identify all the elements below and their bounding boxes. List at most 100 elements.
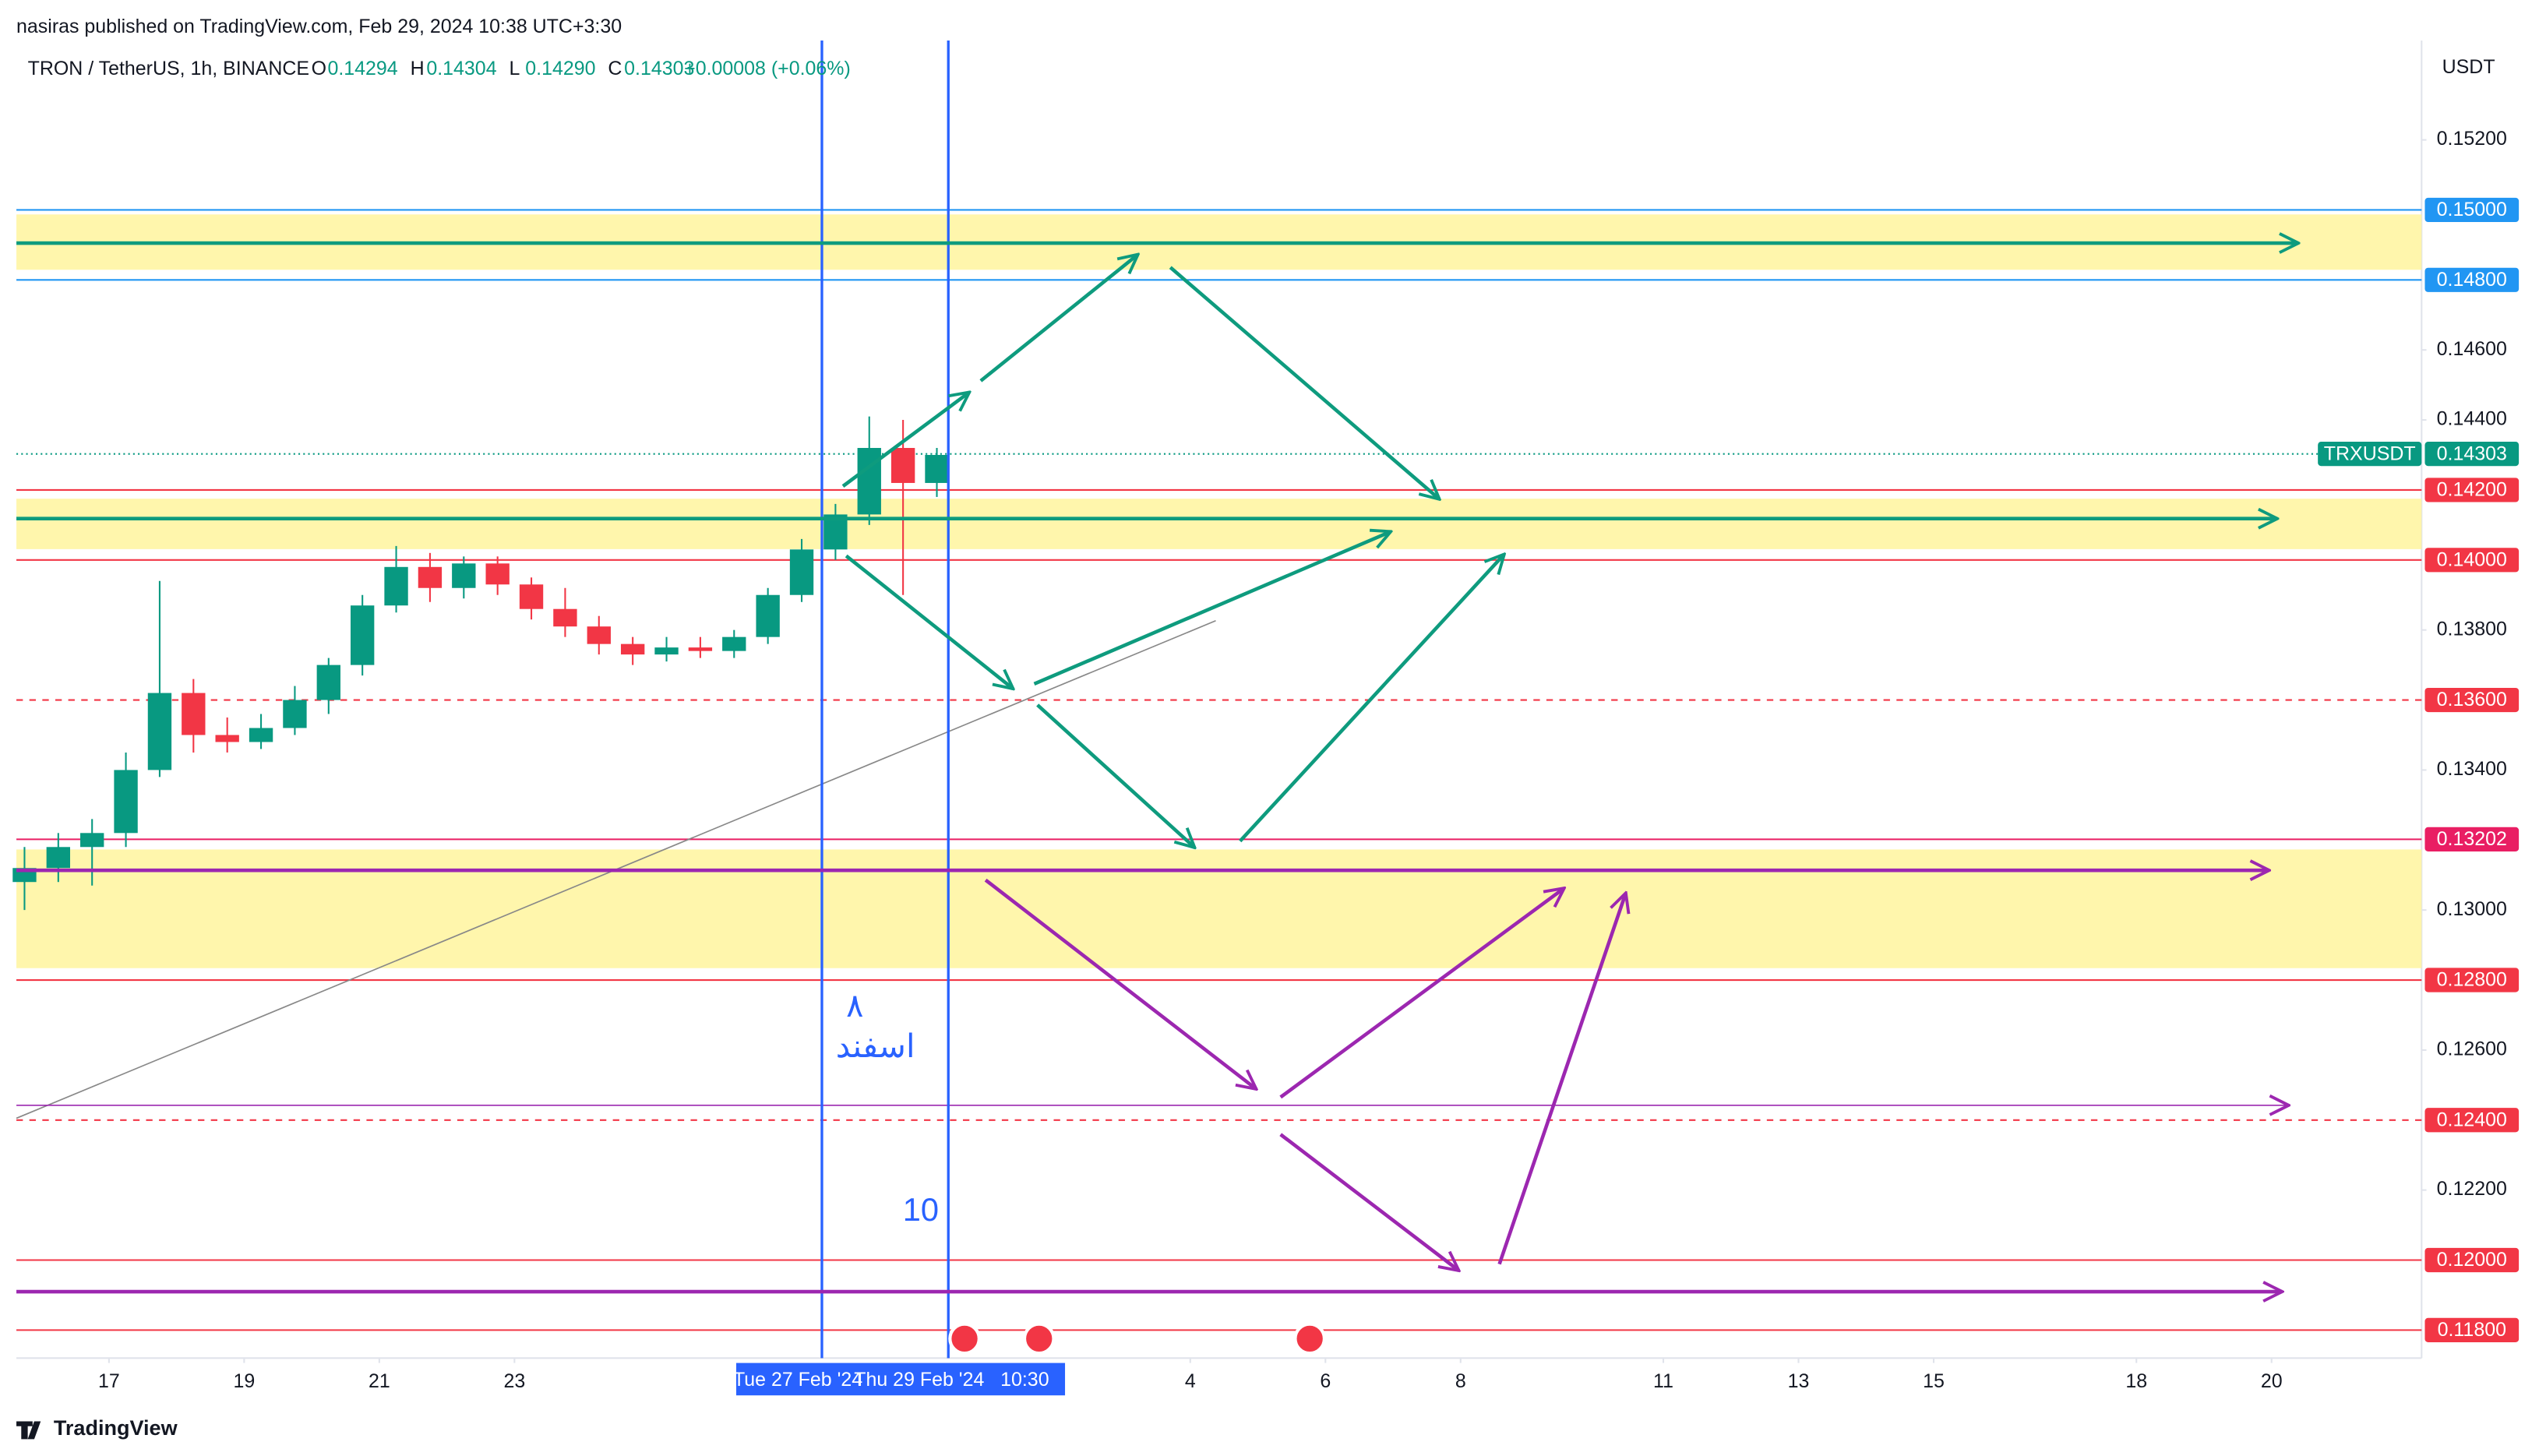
x-tick-label: 15: [1923, 1370, 1945, 1392]
y-tick-label: 0.15200: [2437, 128, 2507, 150]
y-tick-label: 0.14600: [2437, 338, 2507, 360]
event-icons: [948, 1322, 1326, 1356]
price-label: 0.12400: [2437, 1109, 2507, 1130]
arrow: [979, 255, 1138, 383]
price-label-box: [2424, 267, 2520, 292]
publisher: nasiras published on TradingView.com, Fe…: [16, 16, 622, 37]
x-tick-label: 20: [2261, 1370, 2283, 1392]
arrow: [1033, 531, 1391, 686]
price-label: 0.11800: [2438, 1319, 2506, 1341]
candle-body: [316, 665, 340, 700]
legend-key: O: [312, 58, 326, 79]
price-label-box: [2424, 968, 2520, 992]
brand: TradingView: [54, 1416, 178, 1440]
candle-body: [789, 549, 814, 595]
candle-body: [114, 770, 138, 834]
y-tick-label: 0.14400: [2437, 408, 2507, 430]
price-label: 0.13600: [2437, 689, 2507, 710]
price-label-box: [2424, 197, 2520, 223]
candle-body: [553, 608, 577, 627]
price-label: 0.12000: [2437, 1249, 2507, 1271]
x-tick-label: 6: [1320, 1370, 1331, 1392]
candle-body: [452, 563, 476, 588]
zone: [16, 849, 2422, 968]
candle-body: [756, 594, 780, 637]
x-tick-label: 11: [1653, 1370, 1673, 1392]
candle-body: [418, 566, 443, 588]
price-label-box: [2424, 1247, 2520, 1273]
y-tick-label: 0.13400: [2437, 758, 2507, 780]
last-price-label: 0.14303: [2437, 442, 2507, 464]
legend-value: 0.14290: [525, 58, 595, 79]
zone: [16, 499, 2422, 549]
event-icon: [948, 1322, 981, 1356]
candle-body: [485, 563, 510, 585]
logo: [16, 1421, 41, 1440]
x-marker-label: Thu 29 Feb '24 10:30: [854, 1369, 1049, 1391]
candle-body: [46, 847, 71, 869]
price-label-box: [2424, 687, 2520, 713]
arrow: [984, 878, 1256, 1089]
candle-body: [350, 605, 375, 665]
candle-body: [654, 647, 679, 655]
y-tick-label: 0.12200: [2437, 1178, 2507, 1200]
candle-body: [283, 700, 307, 728]
arrow: [1036, 703, 1195, 848]
last-price-box: [2424, 442, 2520, 467]
candle-body: [890, 448, 915, 483]
candle-body: [147, 693, 172, 770]
x-tick-label: 8: [1455, 1370, 1466, 1392]
event-icon: [1293, 1322, 1326, 1356]
x-marker-box: [735, 1363, 1066, 1396]
y-tick-label: 0.12600: [2437, 1038, 2507, 1059]
candle-body: [80, 833, 104, 848]
price-label-box: [2424, 827, 2520, 851]
x-tick-label: 21: [369, 1370, 390, 1392]
y-tick-label: 0.13000: [2437, 898, 2507, 920]
candle-body: [620, 643, 645, 655]
x-tick-label: 4: [1185, 1370, 1196, 1392]
price-label-box: [2424, 478, 2520, 502]
x-tick-label: 17: [98, 1370, 120, 1392]
arrow: [845, 554, 1013, 689]
candle-body: [249, 728, 273, 742]
price-label-box: [2424, 1317, 2520, 1342]
legend-value: 0.14303: [624, 58, 694, 79]
symbol-box: [2318, 442, 2422, 467]
price-label: 0.12800: [2437, 969, 2507, 991]
symbol: TRON / TetherUS, 1h, BINANCE: [28, 58, 309, 79]
candle-body: [519, 584, 544, 609]
price-label: 0.13202: [2437, 828, 2507, 850]
price-label: 0.14000: [2437, 548, 2507, 570]
arrow: [1497, 893, 1626, 1265]
symbol-legend: TRON / TetherUS, 1h, BINANCE O 0.14294 H 0.…: [28, 58, 851, 79]
arrow: [1169, 266, 1439, 499]
event-icon: [1022, 1322, 1056, 1356]
annotation: اسفند: [836, 1028, 915, 1064]
arrow: [1279, 1133, 1459, 1271]
legend-key: L: [509, 58, 520, 79]
annotation: ۸: [846, 987, 863, 1024]
price-label: 0.15000: [2437, 199, 2507, 220]
x-tick-label: 23: [503, 1370, 525, 1392]
legend-key: C: [608, 58, 622, 79]
drawings: [16, 41, 2298, 1359]
arrow: [1279, 888, 1564, 1099]
arrow: [1239, 554, 1504, 843]
x-marker-label: Tue 27 Feb '24: [733, 1369, 862, 1391]
arrow: [841, 392, 969, 488]
candle-body: [688, 647, 713, 651]
legend-key: H: [411, 58, 425, 79]
price-label: 0.14800: [2437, 269, 2507, 291]
y-tick-label: 0.13800: [2437, 618, 2507, 640]
candle-body: [587, 626, 611, 644]
price-label-box: [2424, 1108, 2520, 1133]
legend-change: +0.00008 (+0.06%): [684, 58, 851, 79]
candle-body: [722, 636, 746, 651]
x-tick-label: 19: [233, 1370, 255, 1392]
candle-body: [925, 454, 949, 483]
candle-body: [384, 566, 408, 606]
price-label: 0.14200: [2437, 479, 2507, 501]
